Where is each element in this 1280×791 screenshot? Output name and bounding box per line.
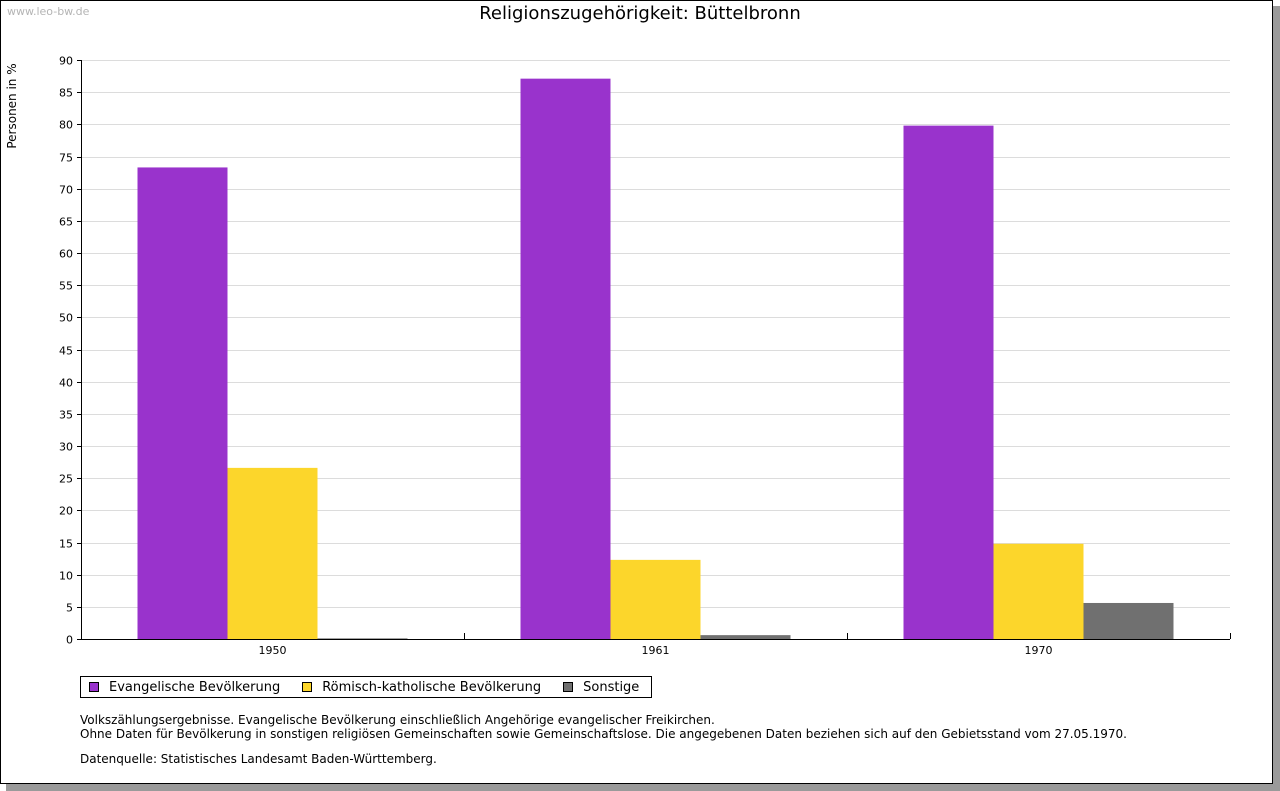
y-tick-label: 85	[59, 87, 73, 100]
bar-sonstige-1970	[1083, 602, 1174, 639]
legend-item-katholisch: Römisch-katholische Bevölkerung	[302, 680, 541, 695]
data-source: Datenquelle: Statistisches Landesamt Bad…	[80, 752, 437, 766]
legend-label-sonstige: Sonstige	[583, 679, 640, 695]
frame-shadow-right	[1273, 6, 1280, 791]
y-tick-label: 50	[59, 312, 73, 325]
note-line-2: Ohne Daten für Bevölkerung in sonstigen …	[80, 727, 1127, 741]
y-tick-label: 90	[59, 55, 73, 68]
y-tick-label: 30	[59, 441, 73, 454]
y-tick-label: 80	[59, 119, 73, 132]
chart-title: Religionszugehörigkeit: Büttelbronn	[479, 3, 801, 24]
y-tick-label: 25	[59, 473, 73, 486]
legend-label-evangelisch: Evangelische Bevölkerung	[109, 679, 281, 695]
y-tick-label: 20	[59, 505, 73, 518]
note-line-1: Volkszählungsergebnisse. Evangelische Be…	[80, 713, 715, 727]
x-tick-label: 1961	[642, 644, 670, 657]
bar-römisch-katholische-1950	[227, 467, 318, 639]
y-tick-label: 15	[59, 538, 73, 551]
x-tick-label: 1950	[259, 644, 287, 657]
legend-item-sonstige: Sonstige	[563, 680, 639, 695]
bar-römisch-katholische-1961	[610, 559, 701, 639]
legend-swatch-evangelisch	[89, 682, 99, 692]
y-tick-label: 60	[59, 248, 73, 261]
chart-notes: Volkszählungsergebnisse. Evangelische Be…	[80, 713, 1127, 741]
y-tick-label: 10	[59, 570, 73, 583]
legend: Evangelische Bevölkerung Römisch-katholi…	[80, 676, 653, 698]
bar-sonstige-1950	[317, 638, 408, 639]
y-tick-label: 0	[66, 634, 73, 647]
legend-label-katholisch: Römisch-katholische Bevölkerung	[322, 679, 542, 695]
x-tick-label: 1970	[1025, 644, 1053, 657]
y-tick-label: 70	[59, 184, 73, 197]
y-tick-label: 65	[59, 216, 73, 229]
frame-shadow-bottom	[6, 784, 1280, 791]
bar-evangelische-1970	[903, 125, 994, 640]
legend-swatch-katholisch	[302, 682, 313, 692]
y-tick-label: 35	[59, 409, 73, 422]
watermark: www.leo-bw.de	[7, 5, 90, 18]
y-tick-label: 40	[59, 377, 73, 390]
y-tick-label: 55	[59, 280, 73, 293]
bar-sonstige-1961	[700, 635, 791, 639]
bar-evangelische-1950	[137, 167, 228, 640]
legend-item-evangelisch: Evangelische Bevölkerung	[89, 680, 280, 695]
bar-römisch-katholische-1970	[993, 543, 1084, 639]
y-tick-label: 75	[59, 152, 73, 165]
y-tick-label: 45	[59, 345, 73, 358]
y-tick-label: 5	[66, 602, 73, 615]
bar-evangelische-1961	[520, 78, 611, 639]
legend-swatch-sonstige	[563, 682, 574, 692]
